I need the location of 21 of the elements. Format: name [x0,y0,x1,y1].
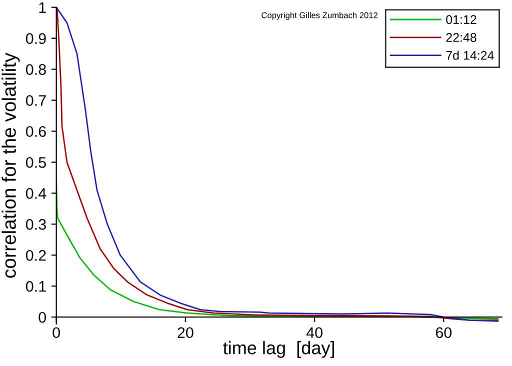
y-tick-label: 0.5 [26,157,46,168]
y-tick-label: 0.9 [26,33,46,44]
y-tick-label: 0.7 [26,95,46,106]
y-tick-label: 0.4 [26,188,46,199]
y-axis-title: correlation for the volatility [2,52,20,278]
legend-label: 7d 14:24 [446,50,494,60]
y-tick-label: 1 [39,2,46,13]
x-axis-title: time lag [day] [223,341,334,358]
y-tick-label: 0 [38,312,46,323]
y-tick-label: 0.3 [26,219,46,230]
x-tick-label: 40 [306,327,322,338]
annotation: Copyright Gilles Zumbach 2012 [262,12,378,20]
x-tick-label: 20 [178,327,194,338]
y-tick-label: 0.8 [26,64,46,75]
y-tick-label: 0.1 [26,280,46,292]
y-tick-label: 0.6 [26,126,46,137]
x-tick-label: 0 [52,327,60,338]
y-tick-label: 0.2 [26,250,46,261]
x-tick-label: 60 [436,327,452,338]
legend-label: 01:12 [446,15,476,24]
legend-label: 22:48 [446,33,476,42]
